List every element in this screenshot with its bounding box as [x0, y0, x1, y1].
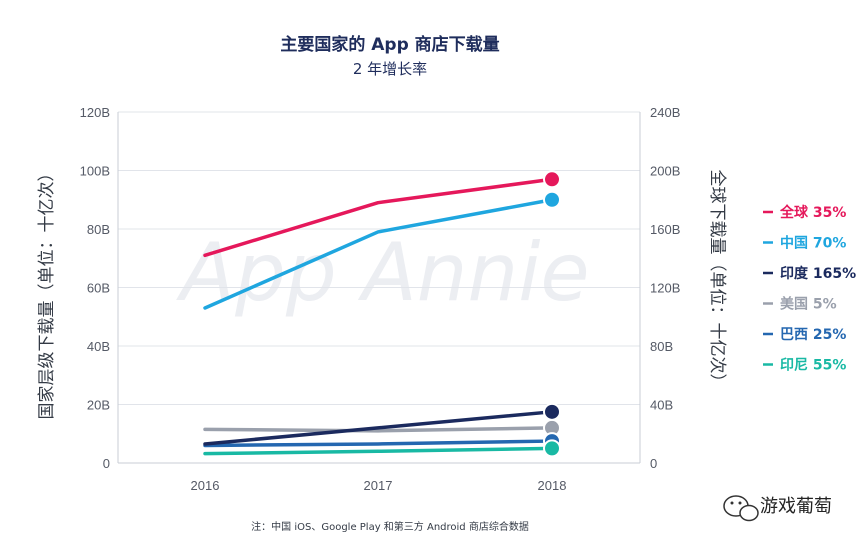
right-axis-title: 全球下载量（单位：十亿次） [707, 170, 727, 391]
legend-label: 印尼 55% [780, 357, 846, 374]
grid-lines [117, 111, 641, 464]
legend: 全球 35% 中国 70% 印度 165% 美国 5% 巴西 25% 印尼 55% [763, 204, 856, 374]
series-group [203, 170, 561, 458]
chart-subtitle: 2 年增长率 [353, 60, 427, 78]
legend-label: 全球 35% [779, 204, 846, 221]
x-axis: 2016 2017 2018 [191, 478, 567, 493]
wechat-icon [723, 495, 759, 522]
right-tick-label: 240B [650, 105, 680, 120]
left-tick-label: 40B [87, 339, 110, 354]
series-line [203, 410, 554, 446]
series-end-point [543, 190, 561, 209]
footnote: 注：中国 iOS、Google Play 和第三方 Android 商店综合数据 [251, 520, 529, 533]
series-end-point [543, 170, 561, 189]
series-end-point [543, 402, 561, 421]
left-tick-label: 60B [87, 281, 110, 296]
legend-label: 中国 70% [780, 235, 846, 252]
left-axis: 0 20B 40B 60B 80B 100B 120B [80, 105, 110, 471]
watermark-text: 游戏葡萄 [760, 496, 832, 517]
chart-title: 主要国家的 App 商店下载量 [280, 34, 499, 55]
series-line [203, 426, 554, 433]
legend-label: 巴西 25% [780, 327, 846, 343]
series-line [203, 177, 554, 258]
right-tick-label: 200B [650, 164, 680, 179]
left-tick-label: 0 [103, 456, 110, 471]
legend-label: 美国 5% [780, 296, 837, 313]
right-axis: 0 40B 80B 120B 160B 200B 240B [650, 105, 680, 471]
left-tick-label: 80B [87, 222, 110, 237]
series-line [203, 446, 554, 456]
right-tick-label: 0 [650, 456, 657, 471]
left-tick-label: 20B [87, 398, 110, 413]
x-tick-label: 2016 [191, 478, 220, 493]
left-axis-title: 国家层级下载量（单位：十亿次） [37, 165, 57, 420]
app-annie-watermark-logo: App Annie [175, 226, 589, 319]
series-end-point [543, 439, 561, 458]
right-tick-label: 40B [650, 398, 673, 413]
series-line [203, 198, 554, 310]
x-tick-label: 2018 [538, 478, 567, 493]
legend-label: 印度 165% [780, 265, 856, 282]
left-tick-label: 120B [80, 105, 110, 120]
series-line [203, 439, 554, 448]
right-tick-label: 160B [650, 222, 680, 237]
right-tick-label: 80B [650, 339, 673, 354]
right-tick-label: 120B [650, 281, 680, 296]
x-tick-label: 2017 [364, 478, 393, 493]
left-tick-label: 100B [80, 164, 110, 179]
